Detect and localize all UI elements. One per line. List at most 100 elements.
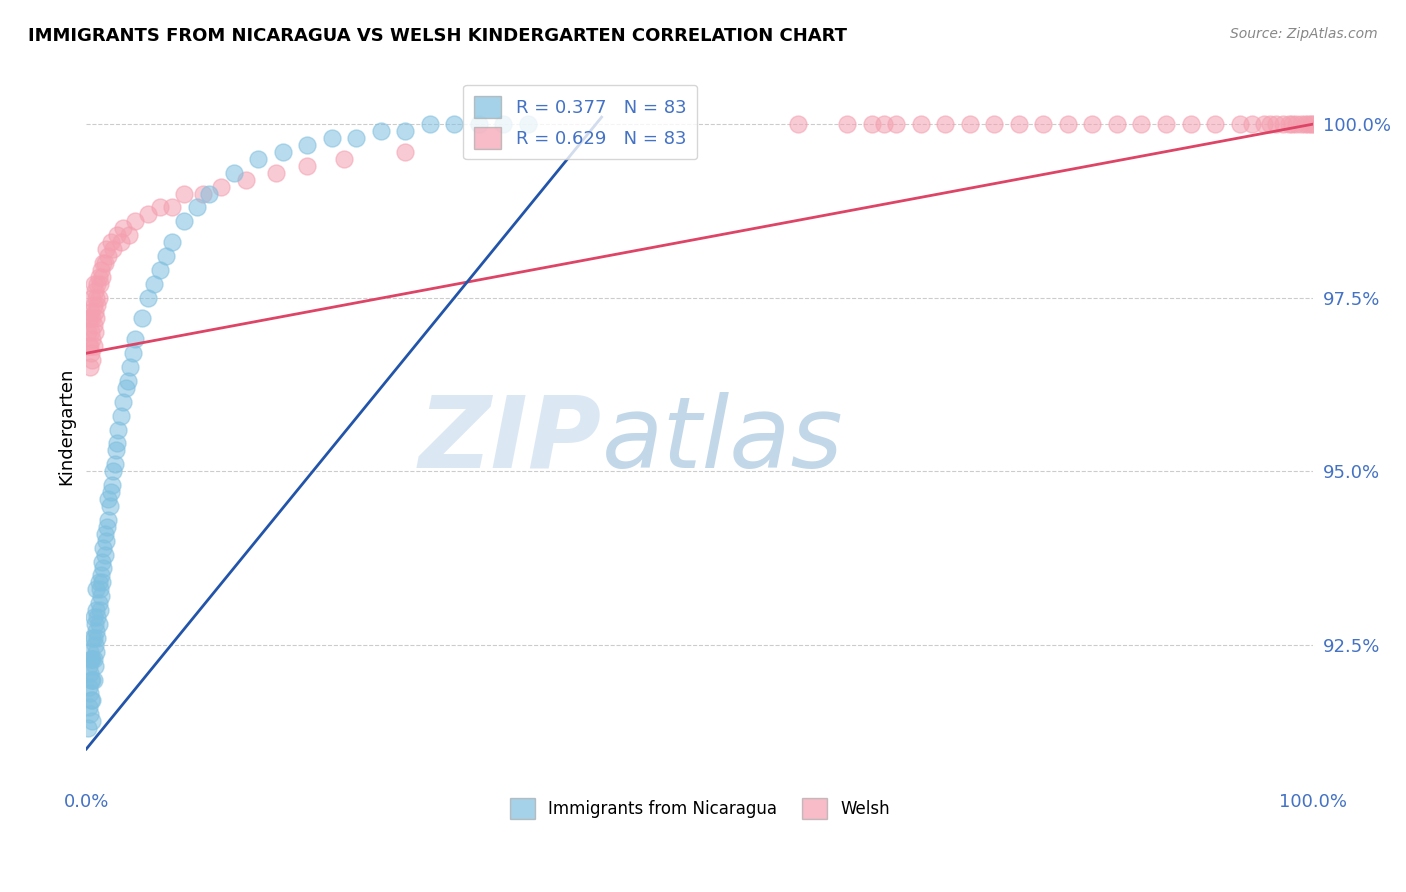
Point (82, 673, 104, 687)
Point (91, 555, 114, 569)
Legend: Immigrants from Nicaragua, Welsh: Immigrants from Nicaragua, Welsh (503, 792, 897, 825)
Point (100, 235, 122, 249)
Point (1289, 117, 1312, 131)
Point (173, 214, 195, 228)
Point (983, 117, 1005, 131)
Point (87, 269, 110, 284)
Point (160, 201, 183, 215)
Point (394, 124, 416, 138)
Point (1298, 117, 1320, 131)
Point (419, 117, 441, 131)
Text: atlas: atlas (602, 392, 844, 489)
Point (84, 624, 107, 638)
Point (235, 172, 257, 186)
Point (1180, 117, 1202, 131)
Point (103, 242, 125, 256)
Point (155, 249, 177, 263)
Point (86, 631, 108, 645)
Point (84, 311, 107, 326)
Point (82, 311, 104, 326)
Point (1278, 117, 1301, 131)
Point (105, 436, 128, 450)
Point (76, 326, 98, 340)
Point (83, 326, 105, 340)
Point (959, 117, 981, 131)
Point (835, 117, 858, 131)
Point (87, 575, 110, 590)
Point (93, 256, 115, 270)
Point (884, 117, 907, 131)
Point (118, 228, 141, 243)
Point (110, 409, 132, 423)
Point (84, 291, 107, 305)
Point (1253, 117, 1275, 131)
Point (93, 561, 115, 575)
Point (124, 214, 146, 228)
Point (84, 645, 107, 659)
Point (90, 589, 112, 603)
Point (104, 443, 127, 458)
Point (271, 145, 294, 159)
Point (91, 575, 114, 590)
Point (82, 291, 104, 305)
Text: ZIP: ZIP (419, 392, 602, 489)
Point (80, 673, 103, 687)
Point (321, 131, 343, 145)
Point (1057, 117, 1080, 131)
Point (103, 458, 125, 472)
Point (90, 263, 112, 277)
Point (1260, 117, 1282, 131)
Point (910, 117, 932, 131)
Point (934, 117, 956, 131)
Point (1081, 117, 1104, 131)
Point (77, 658, 100, 673)
Point (94, 242, 117, 256)
Point (93, 256, 115, 270)
Y-axis label: Kindergarten: Kindergarten (58, 368, 75, 485)
Point (1281, 117, 1303, 131)
Point (1299, 117, 1322, 131)
Point (84, 582, 107, 597)
Point (83, 638, 105, 652)
Point (787, 117, 810, 131)
Point (112, 394, 135, 409)
Point (80, 693, 103, 707)
Point (82, 693, 104, 707)
Point (209, 179, 232, 194)
Point (82, 332, 104, 346)
Point (191, 186, 214, 201)
Point (93, 548, 115, 562)
Point (77, 339, 100, 353)
Point (443, 117, 465, 131)
Point (110, 235, 132, 249)
Point (1302, 117, 1324, 131)
Point (80, 326, 103, 340)
Point (107, 423, 129, 437)
Point (1154, 117, 1177, 131)
Point (97, 249, 120, 263)
Point (80, 304, 103, 318)
Point (1240, 117, 1263, 131)
Point (149, 201, 172, 215)
Point (136, 291, 159, 305)
Point (114, 381, 136, 395)
Point (122, 346, 145, 360)
Point (112, 221, 135, 235)
Point (90, 568, 112, 582)
Point (136, 207, 159, 221)
Point (394, 145, 416, 159)
Point (173, 186, 195, 201)
Point (84, 603, 107, 617)
Point (124, 332, 146, 346)
Point (344, 131, 367, 145)
Point (131, 311, 153, 326)
Point (83, 304, 105, 318)
Point (86, 277, 108, 291)
Point (82, 652, 104, 666)
Point (295, 137, 318, 152)
Point (79, 339, 101, 353)
Point (860, 117, 883, 131)
Point (83, 673, 105, 687)
Point (101, 478, 124, 492)
Point (517, 117, 540, 131)
